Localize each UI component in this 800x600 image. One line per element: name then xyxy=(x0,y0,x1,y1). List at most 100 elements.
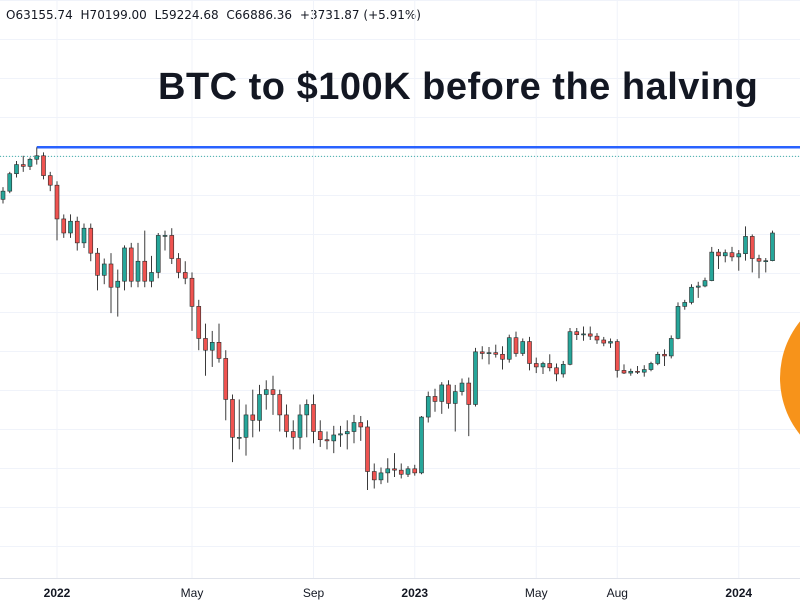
candle-up xyxy=(162,235,168,237)
candle-up xyxy=(722,252,728,257)
candle-up xyxy=(473,351,478,405)
close-value: C66886.36 xyxy=(226,8,293,22)
candle-up xyxy=(115,280,121,288)
candle-down xyxy=(182,272,188,279)
candle-down xyxy=(479,351,485,354)
candle-down xyxy=(527,341,532,364)
candle-up xyxy=(452,391,458,404)
candle-down xyxy=(412,468,418,474)
candle-up xyxy=(68,220,73,234)
candle-down xyxy=(54,184,60,220)
candle-down xyxy=(614,341,620,371)
candle-up xyxy=(520,341,526,354)
candle-down xyxy=(95,252,100,276)
candle-down xyxy=(547,363,553,369)
candle-up xyxy=(668,338,674,357)
candle-down xyxy=(189,277,195,307)
candle-up xyxy=(736,253,742,258)
candle-up xyxy=(560,364,566,375)
candle-up xyxy=(378,472,384,481)
candle-up xyxy=(101,263,107,276)
candle-up xyxy=(385,468,391,474)
candle-down xyxy=(311,404,316,432)
candle-down xyxy=(324,439,330,442)
candle-down xyxy=(277,394,283,416)
candle-down xyxy=(513,337,519,354)
candle-down xyxy=(662,353,667,357)
candle-down xyxy=(365,426,370,472)
x-tick-label: 2022 xyxy=(44,586,71,600)
candle-down xyxy=(284,414,289,432)
candle-down xyxy=(446,384,451,404)
candle-up xyxy=(263,389,269,395)
x-tick-label: 2023 xyxy=(401,586,428,600)
candle-up xyxy=(540,363,546,368)
candle-up xyxy=(7,173,13,192)
candle-up xyxy=(122,247,127,282)
candle-down xyxy=(74,220,80,244)
candle-down xyxy=(108,263,114,288)
candle-up xyxy=(236,437,242,439)
candle-down xyxy=(392,468,397,471)
candle-down xyxy=(594,335,600,341)
candle-down xyxy=(250,414,256,421)
x-tick-label: Sep xyxy=(303,586,325,600)
open-value: O63155.74 xyxy=(6,8,73,22)
chart-title: BTC to $100K before the halving xyxy=(158,66,759,108)
candle-down xyxy=(20,164,26,167)
candle-down xyxy=(635,370,640,373)
candle-down xyxy=(203,338,208,351)
candle-down xyxy=(533,363,539,368)
candle-up xyxy=(641,369,647,373)
candle-up xyxy=(770,232,775,261)
change-value: +3731.87 (+5.91%) xyxy=(299,8,421,22)
candle-down xyxy=(716,251,721,257)
candle-down xyxy=(169,235,175,259)
candle-down xyxy=(621,370,627,374)
candle-up xyxy=(709,251,715,281)
candle-up xyxy=(702,280,708,287)
candle-up xyxy=(344,431,350,435)
candle-down xyxy=(290,431,296,438)
candle-up xyxy=(135,260,141,282)
candle-down xyxy=(432,396,438,402)
candle-up xyxy=(405,468,411,475)
candle-up xyxy=(682,302,688,307)
candle-up xyxy=(419,416,424,474)
candle-up xyxy=(34,155,40,160)
candle-down xyxy=(466,382,472,405)
candle-down xyxy=(196,306,202,339)
candle-down xyxy=(358,422,364,428)
candle-down xyxy=(729,252,735,258)
candle-down xyxy=(398,469,404,475)
candle-up xyxy=(628,370,634,374)
candle-down xyxy=(223,358,229,400)
candle-up xyxy=(0,190,6,200)
ohlc-readout: O63155.74 H70199.00 L59224.68 C66886.36 … xyxy=(6,8,425,22)
candle-down xyxy=(142,260,148,282)
candle-down xyxy=(216,342,222,359)
candle-down xyxy=(41,155,46,176)
candle-up xyxy=(257,394,262,421)
candle-up xyxy=(149,272,154,282)
candle-up xyxy=(743,236,748,255)
candle-up xyxy=(763,260,769,262)
candle-up xyxy=(439,384,445,402)
candle-down xyxy=(176,258,181,273)
candle-up xyxy=(675,306,681,339)
low-value: L59224.68 xyxy=(154,8,219,22)
candle-up xyxy=(567,331,573,365)
candle-down xyxy=(749,236,755,259)
candle-down xyxy=(317,431,323,440)
candle-down xyxy=(587,333,593,337)
candle-up xyxy=(608,341,613,344)
candle-up xyxy=(648,363,654,370)
x-tick-label: 2024 xyxy=(725,586,752,600)
candle-down xyxy=(493,352,499,355)
candle-down xyxy=(756,258,762,262)
candle-up xyxy=(581,333,586,336)
candle-up xyxy=(81,227,87,244)
x-tick-label: May xyxy=(525,586,548,600)
candle-up xyxy=(655,353,661,364)
